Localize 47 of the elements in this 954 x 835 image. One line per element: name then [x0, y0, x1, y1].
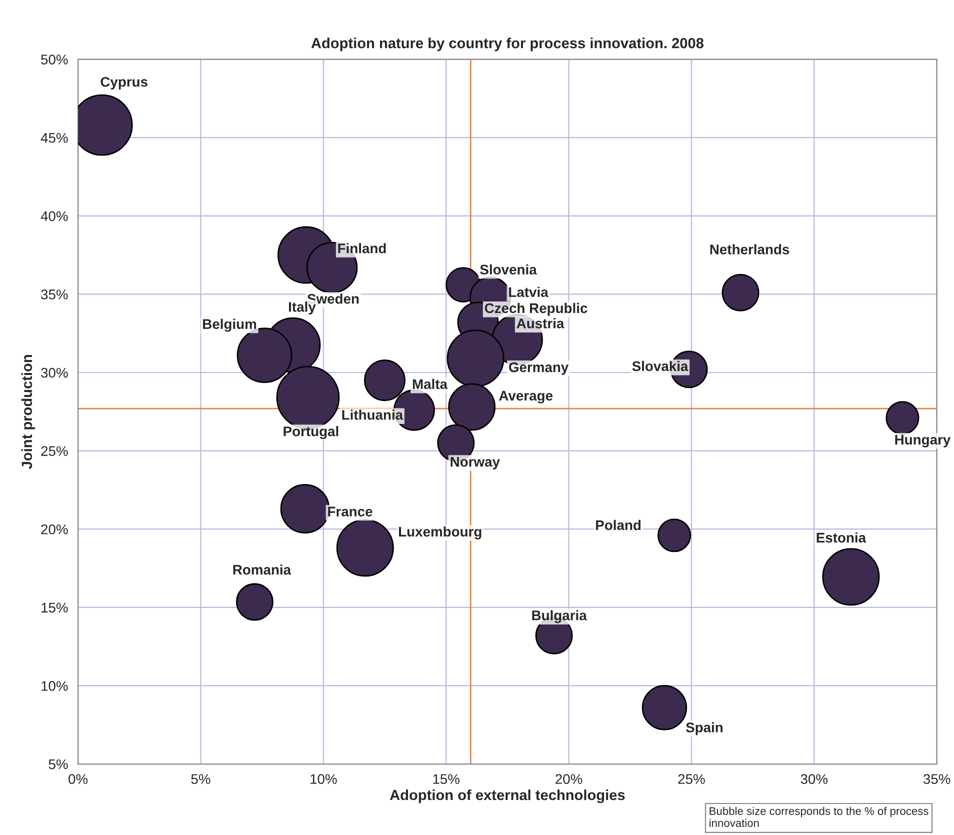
- x-tick-label: 30%: [800, 774, 828, 784]
- annotation: Austria: [516, 318, 564, 328]
- annotation: Finland: [338, 243, 386, 254]
- x-tick-label: 25%: [678, 774, 705, 784]
- y-tick-label: 40%: [40, 211, 68, 222]
- annotation: Romania: [233, 564, 292, 575]
- annotation: Germany: [509, 362, 569, 375]
- annotation: Slovenia: [480, 264, 537, 275]
- x-axis-title: Adoption of external technologies: [390, 789, 625, 804]
- x-tick-label: 0%: [68, 774, 88, 784]
- x-tick-label: 5%: [191, 774, 210, 784]
- annotation: Spain: [686, 722, 723, 736]
- y-axis-title: Joint production: [21, 355, 35, 469]
- annotation: Luxembourg: [398, 526, 482, 540]
- annotation: Bulgaria: [532, 610, 587, 624]
- y-tick-label: 30%: [41, 368, 68, 378]
- annotation: Sweden: [307, 294, 359, 304]
- x-tick-label: 10%: [310, 774, 337, 784]
- y-tick-label: 15%: [42, 602, 68, 613]
- annotation: Czech Republic: [484, 302, 588, 316]
- annotation: Malta: [412, 378, 448, 390]
- y-tick-label: 25%: [41, 446, 68, 456]
- annotation: Belgium: [203, 318, 256, 332]
- y-tick-label: 45%: [40, 132, 68, 143]
- text: Bubble size corresponds to the % of process innovation: [710, 806, 928, 827]
- y-tick-label: 20%: [41, 524, 68, 534]
- annotation: Lithuania: [342, 410, 404, 420]
- chart-title: Adoption nature by country for process innovation. 2008: [311, 38, 704, 52]
- annotation: Netherlands: [710, 244, 790, 254]
- annotation: Norway: [450, 457, 500, 470]
- x-tick-label: 15%: [433, 774, 460, 784]
- annotation: Portugal: [284, 426, 338, 440]
- annotation: Slovakia: [632, 360, 688, 372]
- y-tick-label: 35%: [41, 290, 68, 300]
- annotation: France: [328, 506, 372, 516]
- annotation: Hungary: [895, 434, 951, 448]
- annotation: Average: [499, 390, 553, 404]
- x-tick-label: 35%: [923, 774, 950, 784]
- annotation: Poland: [596, 520, 641, 530]
- x-tick-label: 20%: [556, 774, 582, 784]
- annotation: Cyprus: [100, 76, 148, 90]
- annotation: Italy: [289, 302, 316, 315]
- y-tick-label: 50%: [41, 54, 68, 64]
- y-tick-label: 5%: [48, 759, 68, 770]
- annotation: Estonia: [816, 532, 866, 543]
- y-tick-label: 10%: [42, 681, 68, 691]
- annotation: Latvia: [509, 286, 548, 298]
